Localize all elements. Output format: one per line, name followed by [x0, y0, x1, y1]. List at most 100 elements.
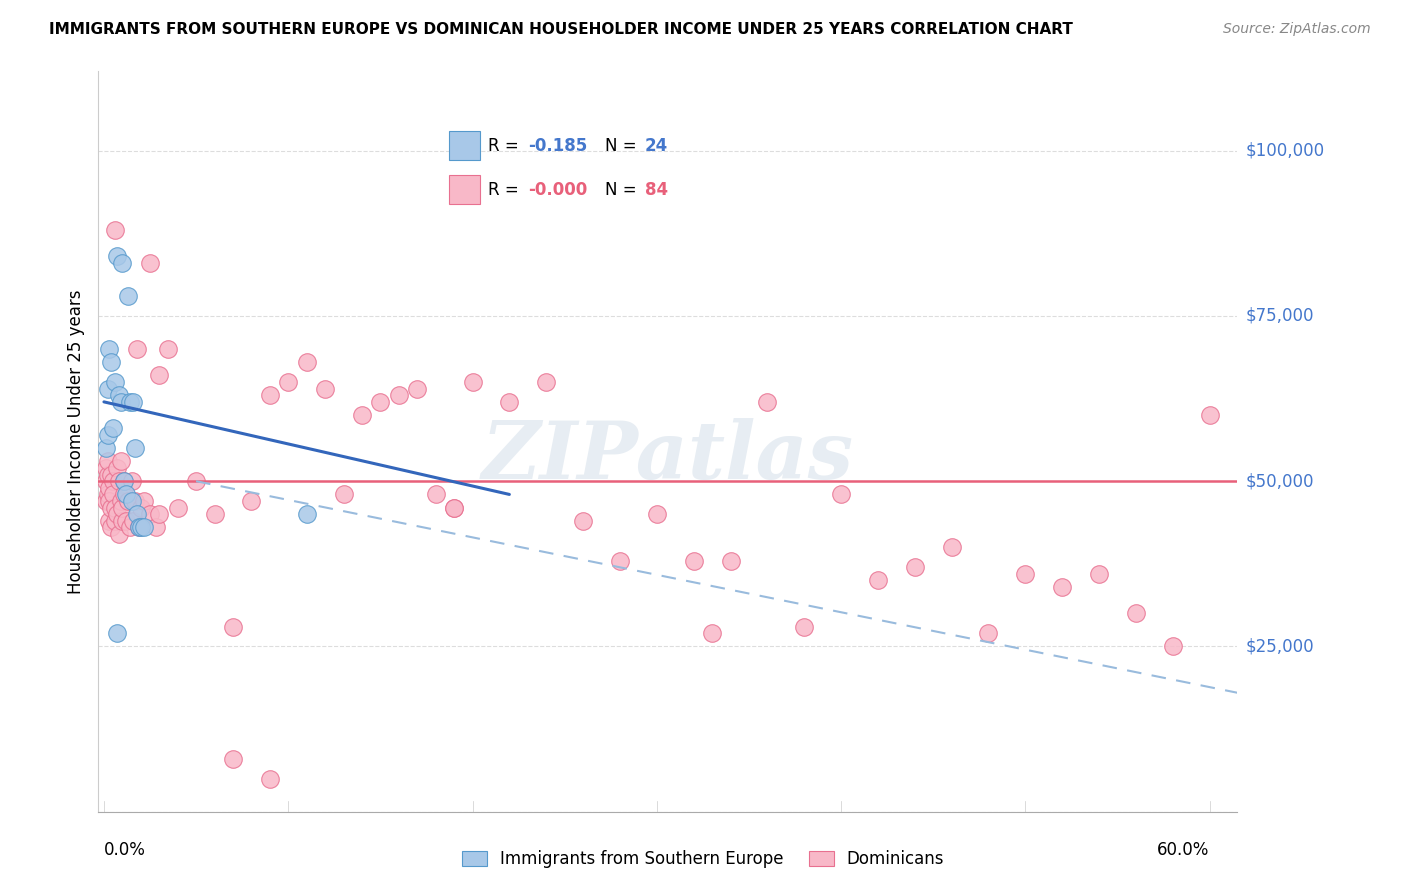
- Point: [425, 487, 447, 501]
- Point: [112, 487, 135, 501]
- Point: [461, 375, 484, 389]
- Point: [148, 368, 170, 383]
- Point: [148, 508, 170, 522]
- Point: [534, 375, 557, 389]
- Point: [105, 626, 128, 640]
- Point: [941, 541, 963, 555]
- Point: [115, 514, 138, 528]
- Point: [115, 487, 138, 501]
- Point: [682, 553, 704, 567]
- Text: 0.0%: 0.0%: [104, 841, 146, 859]
- Point: [112, 474, 135, 488]
- Point: [830, 487, 852, 501]
- Point: [100, 467, 122, 482]
- Point: [370, 395, 392, 409]
- Point: [609, 553, 631, 567]
- Point: [121, 494, 143, 508]
- Point: [406, 382, 429, 396]
- Text: $50,000: $50,000: [1246, 472, 1315, 491]
- Point: [107, 527, 129, 541]
- Text: $75,000: $75,000: [1246, 307, 1315, 325]
- Point: [1050, 580, 1073, 594]
- Point: [139, 508, 162, 522]
- Point: [295, 355, 318, 369]
- Point: [128, 520, 150, 534]
- Point: [572, 514, 595, 528]
- Point: [121, 474, 143, 488]
- Point: [127, 342, 149, 356]
- Point: [111, 514, 134, 528]
- Point: [100, 355, 122, 369]
- Point: [101, 487, 124, 501]
- Point: [97, 487, 120, 501]
- Point: [104, 500, 127, 515]
- Point: [98, 342, 121, 356]
- Point: [388, 388, 411, 402]
- Point: [112, 474, 135, 488]
- Point: [118, 395, 141, 409]
- Point: [443, 500, 465, 515]
- Point: [107, 474, 129, 488]
- Point: [104, 223, 127, 237]
- Point: [105, 461, 128, 475]
- Point: [756, 395, 779, 409]
- Point: [129, 520, 152, 534]
- Point: [645, 508, 668, 522]
- Point: [110, 494, 132, 508]
- Point: [105, 508, 128, 522]
- Point: [101, 474, 124, 488]
- Point: [122, 395, 145, 409]
- Point: [1014, 566, 1036, 581]
- Point: [98, 494, 121, 508]
- Point: [94, 461, 117, 475]
- Point: [157, 342, 180, 356]
- Point: [129, 500, 152, 515]
- Point: [314, 382, 336, 396]
- Point: [105, 249, 128, 264]
- Point: [101, 421, 124, 435]
- Point: [145, 520, 167, 534]
- Point: [350, 408, 373, 422]
- Point: [1161, 640, 1184, 654]
- Point: [117, 494, 139, 508]
- Point: [277, 375, 299, 389]
- Point: [240, 494, 263, 508]
- Point: [97, 467, 120, 482]
- Point: [332, 487, 354, 501]
- Point: [259, 772, 281, 786]
- Point: [127, 508, 149, 522]
- Point: [295, 508, 318, 522]
- Point: [134, 494, 156, 508]
- Point: [259, 388, 281, 402]
- Point: [977, 626, 1000, 640]
- Point: [866, 574, 889, 588]
- Point: [184, 474, 207, 488]
- Point: [204, 508, 226, 522]
- Legend: Immigrants from Southern Europe, Dominicans: Immigrants from Southern Europe, Dominic…: [456, 844, 950, 875]
- Point: [97, 428, 120, 442]
- Point: [498, 395, 520, 409]
- Point: [110, 395, 132, 409]
- Point: [104, 514, 127, 528]
- Point: [793, 619, 815, 633]
- Text: ZIPatlas: ZIPatlas: [482, 417, 853, 495]
- Point: [107, 388, 129, 402]
- Point: [124, 441, 146, 455]
- Text: $100,000: $100,000: [1246, 142, 1324, 160]
- Point: [1125, 607, 1147, 621]
- Point: [94, 494, 117, 508]
- Point: [700, 626, 723, 640]
- Point: [98, 481, 121, 495]
- Text: 60.0%: 60.0%: [1157, 841, 1209, 859]
- Point: [97, 382, 120, 396]
- Point: [94, 441, 117, 455]
- Point: [134, 520, 156, 534]
- Point: [117, 289, 139, 303]
- Point: [222, 752, 245, 766]
- Point: [124, 494, 146, 508]
- Point: [720, 553, 742, 567]
- Point: [122, 514, 145, 528]
- Point: [98, 514, 121, 528]
- Point: [1088, 566, 1111, 581]
- Point: [97, 454, 120, 468]
